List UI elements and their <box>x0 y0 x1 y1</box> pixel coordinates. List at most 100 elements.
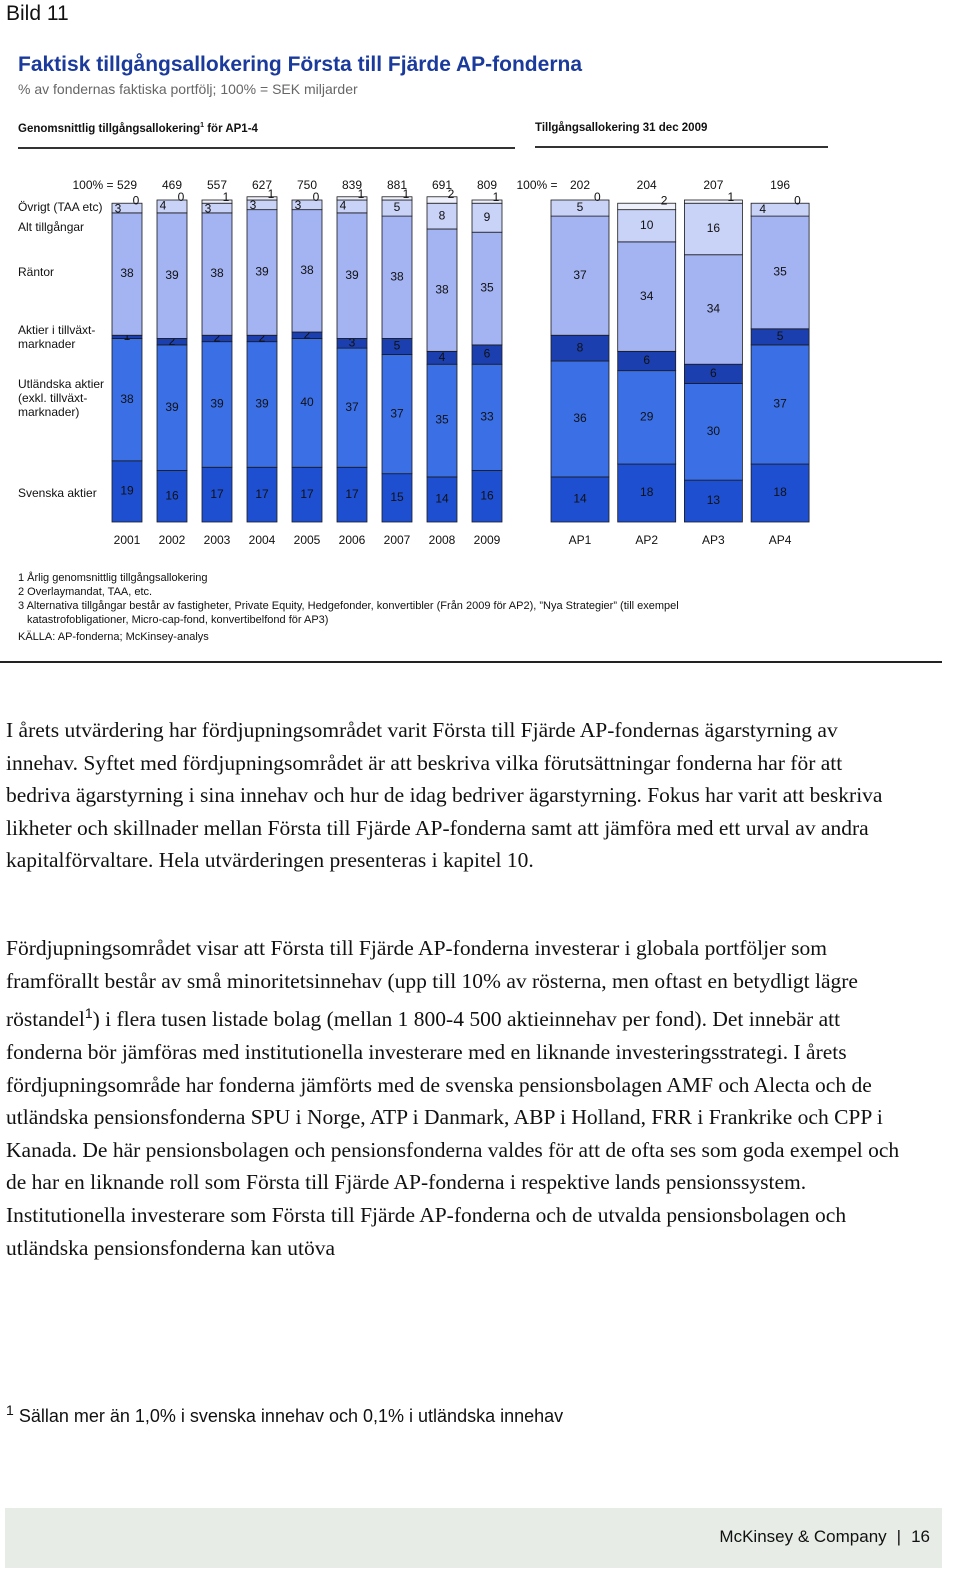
value-label: 39 <box>165 268 179 282</box>
value-label: 37 <box>573 268 587 282</box>
x-tick-label: AP4 <box>769 533 792 547</box>
bar-segment <box>291 199 323 211</box>
legend-label: Utländska aktier (exkl. tillväxt-marknad… <box>18 377 105 419</box>
value-label: 38 <box>390 269 404 283</box>
value-label: 8 <box>439 208 446 222</box>
total-value: 881 <box>387 178 407 192</box>
value-label: 10 <box>640 218 654 232</box>
bar-segment <box>291 338 323 468</box>
value-label: 17 <box>210 487 224 501</box>
value-label: 38 <box>300 263 314 277</box>
footer-text: McKinsey & Company | 16 <box>719 1527 930 1547</box>
total-value: 839 <box>342 178 362 192</box>
chart-notes: 1 Årlig genomsnittlig tillgångsallokerin… <box>18 571 738 644</box>
value-label: 2 <box>259 331 266 345</box>
bar-segment <box>156 470 188 523</box>
note: 1 Årlig genomsnittlig tillgångsallokerin… <box>18 572 208 584</box>
bar-segment <box>246 209 278 336</box>
bar-segment <box>111 202 143 214</box>
bar-segment <box>684 202 743 256</box>
value-label: 39 <box>345 268 359 282</box>
value-label: 18 <box>640 485 654 499</box>
value-label: 0 <box>594 190 601 204</box>
value-label: 37 <box>390 406 404 420</box>
value-label: 5 <box>577 200 584 214</box>
value-label: 5 <box>394 200 401 214</box>
bar-segment <box>381 473 413 523</box>
bar-segment <box>111 460 143 523</box>
value-label: 4 <box>160 199 167 213</box>
note: 2 Overlaymandat, TAA, etc. <box>18 586 153 598</box>
value-label: 6 <box>484 347 491 361</box>
total-label: 100% = <box>516 178 557 192</box>
value-label: 15 <box>390 490 404 504</box>
source: KÄLLA: AP-fonderna; McKinsey-analys <box>18 631 209 643</box>
value-label: 38 <box>120 392 134 406</box>
value-label: 2 <box>169 334 176 348</box>
bar-segment <box>617 463 677 523</box>
bar-segment <box>156 199 188 214</box>
x-tick-label: 2007 <box>384 533 411 547</box>
chart-heading: Tillgångsallokering 31 dec 2009 <box>535 122 828 148</box>
note: 3 Alternativa tillgångar består av fasti… <box>18 600 679 626</box>
bar-segment <box>381 215 413 339</box>
bar-segment <box>156 212 188 339</box>
value-label: 0 <box>794 193 801 207</box>
bar-segment <box>201 466 233 523</box>
value-label: 37 <box>345 400 359 414</box>
total-label: 100% = <box>72 178 113 192</box>
x-tick-label: AP3 <box>702 533 725 547</box>
value-label: 18 <box>773 485 787 499</box>
value-label: 4 <box>340 199 347 213</box>
x-tick-label: 2002 <box>159 533 186 547</box>
x-tick-label: 2004 <box>249 533 276 547</box>
value-label: 4 <box>759 202 766 216</box>
value-label: 0 <box>178 190 185 204</box>
value-label: 34 <box>707 302 721 316</box>
bar-segment <box>336 347 368 468</box>
total-value: 627 <box>252 178 272 192</box>
value-label: 29 <box>640 410 654 424</box>
value-label: 2 <box>448 187 455 201</box>
chart-subtitle: % av fondernas faktiska portfölj; 100% =… <box>18 81 358 97</box>
separator: | <box>896 1527 902 1546</box>
x-tick-label: AP2 <box>635 533 658 547</box>
text: Fördjupningsområdet visar att Första til… <box>6 936 858 1032</box>
bar-segment <box>684 199 743 204</box>
bar-segment <box>426 228 458 352</box>
value-label: 1 <box>358 187 365 201</box>
value-label: 1 <box>268 187 275 201</box>
value-label: 13 <box>707 493 721 507</box>
legend-label: Alt tillgångar <box>18 220 85 234</box>
chart: 100% =2001529193813830200246916392394020… <box>72 178 810 547</box>
value-label: 38 <box>435 282 449 296</box>
bar-segment <box>336 196 368 201</box>
value-label: 1 <box>493 190 500 204</box>
value-label: 16 <box>480 488 494 502</box>
legend-label: Räntor <box>18 265 55 279</box>
value-label: 3 <box>295 198 302 212</box>
paragraph: I årets utvärdering har fördjupningsområ… <box>6 718 883 873</box>
heading-text: Genomsnittlig tillgångsallokering <box>18 122 201 135</box>
bar-segment <box>684 479 743 523</box>
bar-segment <box>471 363 503 471</box>
bar-segment <box>550 199 610 217</box>
bar-segment <box>684 254 743 365</box>
chart-heading: Genomsnittlig tillgångsallokering1 för A… <box>18 122 515 149</box>
x-tick-label: AP1 <box>569 533 592 547</box>
value-label: 39 <box>210 397 224 411</box>
value-label: 19 <box>120 484 134 498</box>
paragraph: Fördjupningsområdet visar att Första til… <box>6 932 911 1264</box>
note-ref: 1 <box>84 1005 93 1022</box>
value-label: 35 <box>773 265 787 279</box>
total-value: 202 <box>570 178 590 192</box>
bar-segment <box>291 209 323 333</box>
x-tick-label: 2006 <box>339 533 366 547</box>
value-label: 1 <box>727 190 734 204</box>
value-label: 6 <box>710 366 717 380</box>
value-label: 1 <box>403 187 410 201</box>
value-label: 16 <box>165 488 179 502</box>
bar-segment <box>750 215 810 330</box>
value-label: 3 <box>115 201 122 215</box>
